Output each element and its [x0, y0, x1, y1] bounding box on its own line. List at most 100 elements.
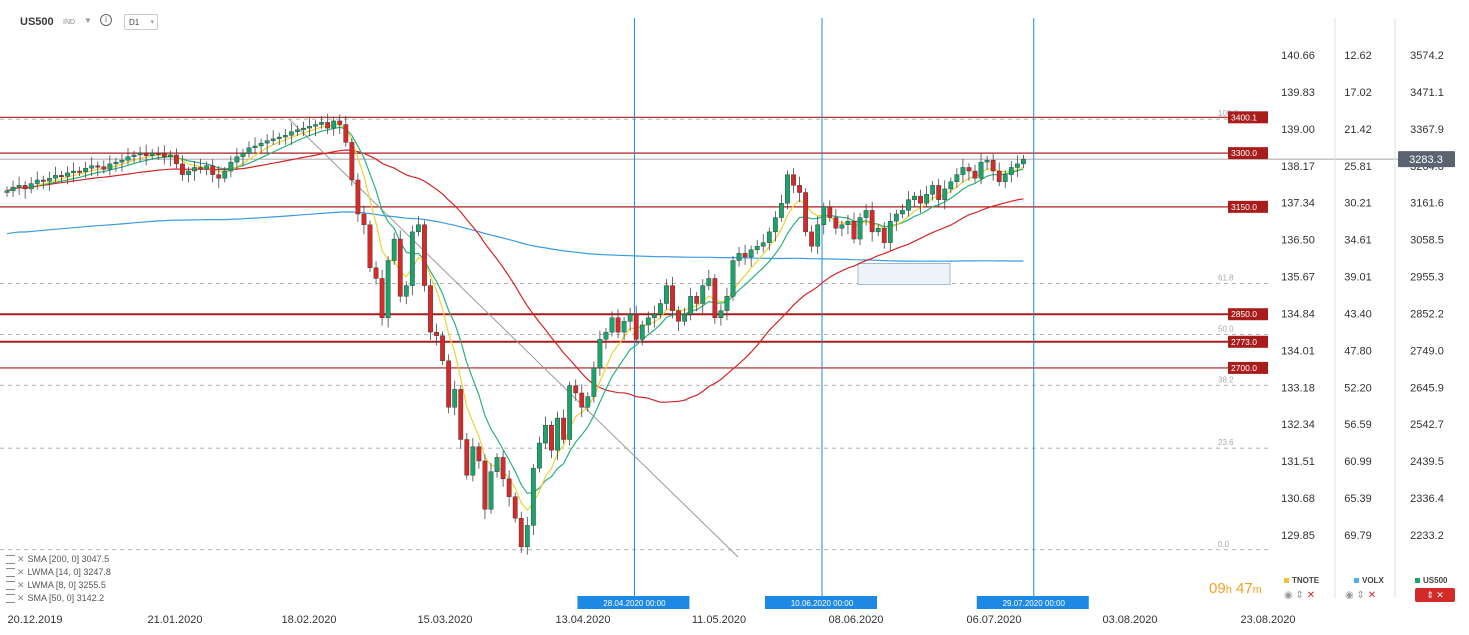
candle-up — [900, 210, 905, 215]
vertical-marker-label: 28.04.2020 00:00 — [603, 599, 666, 608]
candle-up — [53, 175, 58, 179]
candle-up — [313, 124, 318, 127]
axis-tick-label: 129.85 — [1281, 530, 1315, 542]
sma-50-line — [6, 149, 1024, 403]
candle-up — [664, 285, 669, 304]
menu-icon[interactable] — [6, 594, 15, 604]
axis-tick-label: 2233.2 — [1410, 530, 1444, 542]
candle-down — [155, 152, 161, 155]
legend-item[interactable]: ✕ LWMA [14, 0] 3247.8 — [6, 566, 111, 579]
sma-200-line — [6, 211, 1024, 262]
axis-tick-label: 3161.6 — [1410, 198, 1444, 210]
candle-up — [452, 389, 458, 408]
candle-down — [561, 417, 567, 440]
candle-down — [742, 253, 748, 258]
candle-down — [712, 278, 718, 319]
candle-up — [131, 154, 137, 157]
candle-up — [125, 156, 131, 161]
axis-tick-label: 65.39 — [1344, 493, 1372, 505]
date-tick-label: 06.07.2020 — [966, 614, 1021, 626]
candle-up — [186, 170, 191, 175]
eye-icon: ◉ — [1345, 590, 1354, 601]
axis-tick-label: 135.67 — [1281, 272, 1315, 284]
candle-up — [107, 163, 113, 170]
candle-up — [119, 160, 125, 163]
candle-up — [530, 467, 536, 526]
candle-down — [446, 360, 452, 408]
candle-down — [990, 160, 996, 172]
candle-down — [918, 195, 923, 204]
instrument-settings-button[interactable]: ⇕ ✕ — [1415, 588, 1455, 602]
legend-item[interactable]: ✕ SMA [200, 0] 3047.5 — [6, 553, 111, 566]
instrument-volx[interactable]: VOLX — [1354, 576, 1384, 585]
candle-down — [349, 142, 355, 181]
candle-up — [906, 199, 911, 211]
candle-up — [682, 314, 688, 322]
instrument-tnote[interactable]: TNOTE — [1284, 576, 1319, 585]
date-tick-label: 20.12.2019 — [7, 614, 62, 626]
candle-up — [700, 285, 706, 304]
candle-up — [639, 324, 645, 340]
candle-up — [65, 172, 70, 177]
candle-up — [288, 131, 294, 136]
instrument-controls[interactable]: ◉ ⇕ ✕ — [1284, 590, 1315, 601]
symbol-name[interactable]: US500 — [20, 16, 54, 28]
symbol-tag: IND — [63, 19, 76, 26]
instrument-us500[interactable]: US500 — [1415, 576, 1447, 585]
menu-icon[interactable] — [6, 555, 15, 565]
vertical-marker-label: 29.07.2020 00:00 — [1003, 599, 1066, 608]
close-icon: ✕ — [1306, 590, 1316, 601]
date-tick-label: 23.08.2020 — [1240, 614, 1295, 626]
candle-up — [736, 253, 742, 261]
close-icon[interactable]: ✕ — [17, 580, 25, 590]
candle-up — [591, 367, 597, 397]
candle-down — [791, 174, 796, 186]
legend-item[interactable]: ✕ LWMA [8, 0] 3255.5 — [6, 579, 111, 592]
candle-down — [573, 385, 579, 394]
instrument-controls[interactable]: ◉ ⇕ ✕ — [1345, 590, 1376, 601]
candle-down — [827, 206, 833, 218]
close-icon[interactable]: ✕ — [17, 554, 25, 564]
date-tick-label: 15.03.2020 — [417, 614, 472, 626]
level-badge — [1228, 335, 1268, 348]
candle-down — [670, 285, 675, 311]
moving-averages — [6, 123, 1024, 512]
candle-down — [59, 175, 64, 178]
candle-down — [361, 213, 367, 225]
chevron-down-icon[interactable]: ▼ — [84, 16, 92, 25]
timeframe-select[interactable]: D1 ▾ — [124, 14, 158, 30]
level-badge-label: 3300.0 — [1231, 148, 1257, 158]
axis-tick-label: 133.18 — [1281, 382, 1315, 394]
candle-down — [216, 174, 222, 179]
vertical-marker-badge — [765, 596, 877, 609]
candle-up — [718, 310, 724, 319]
trend-line-segment — [288, 118, 739, 558]
candle-down — [440, 335, 445, 361]
level-badge — [1228, 147, 1268, 160]
menu-icon[interactable] — [6, 581, 15, 591]
candle-down — [198, 167, 203, 170]
date-tick-label: 08.06.2020 — [828, 614, 883, 626]
level-badge-label: 2700.0 — [1231, 363, 1257, 373]
candle-up — [524, 525, 530, 548]
menu-icon[interactable] — [6, 568, 15, 578]
lwma-8-line — [37, 123, 1024, 512]
candle-down — [434, 331, 439, 336]
candle-up — [627, 314, 633, 322]
candle-up — [893, 213, 899, 222]
date-axis: 28.04.2020 00:00 10.06.2020 00:00 29.07.20… — [7, 596, 1296, 626]
axis-tick-label: 3058.5 — [1410, 235, 1444, 247]
candle-down — [173, 154, 179, 165]
legend-item[interactable]: ✕ SMA [50, 0] 3142.2 — [6, 592, 111, 605]
candle-up — [282, 135, 288, 138]
fib-level-label: 50.0 — [1218, 324, 1234, 333]
candle-up — [603, 331, 609, 340]
close-icon[interactable]: ✕ — [17, 567, 25, 577]
candle-up — [543, 424, 548, 444]
close-icon[interactable]: ✕ — [17, 593, 25, 603]
info-icon[interactable]: i — [100, 14, 112, 26]
candle-up — [4, 190, 10, 193]
candle-up — [301, 127, 306, 131]
sort-icon: ⇕ — [1356, 590, 1365, 601]
